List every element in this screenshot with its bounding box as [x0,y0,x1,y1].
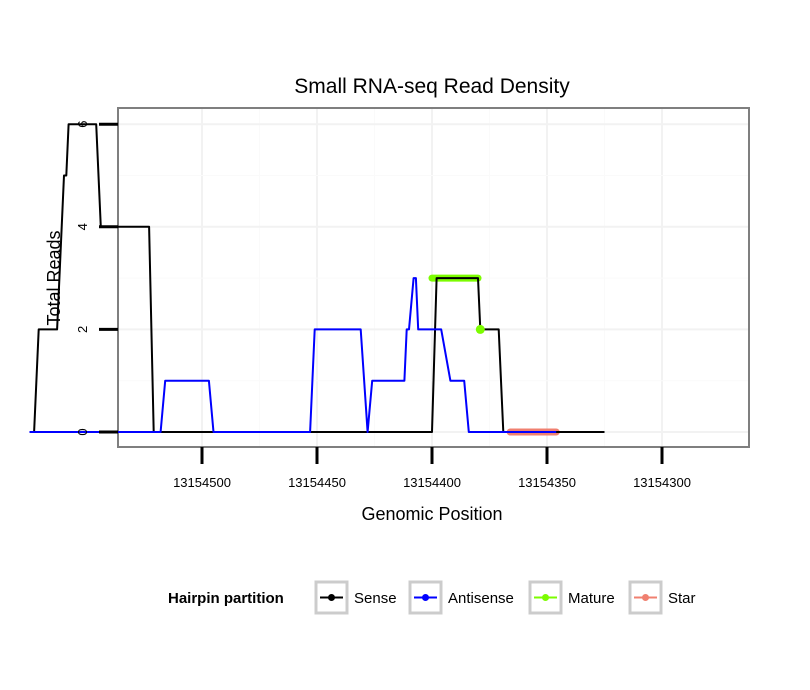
legend-key-point-antisense [422,594,429,601]
x-tick-label-4: 13154300 [633,475,691,490]
point-mature-0 [475,324,485,334]
x-tick-label-1: 13154450 [288,475,346,490]
y-tick-label-1: 2 [75,326,90,333]
series [29,123,605,433]
x-tick-label-3: 13154350 [518,475,576,490]
legend: Hairpin partition Sense Antisense Mature St… [168,580,696,615]
legend-label-antisense: Antisense [448,590,514,607]
legend-label-star: Star [668,590,696,607]
legend-label-mature: Mature [568,590,615,607]
legend-entry-sense: Sense [314,580,397,615]
points [475,324,485,334]
y-tick-label-0: 0 [75,428,90,435]
legend-label-sense: Sense [354,590,397,607]
legend-entry-antisense: Antisense [408,580,514,615]
y-axis: 0 2 4 6 [75,121,118,436]
legend-entry-mature: Mature [528,580,615,615]
legend-key-point-mature [542,594,549,601]
chart-title: Small RNA-seq Read Density [294,75,570,98]
legend-key-point-star [642,594,649,601]
x-axis-title: Genomic Position [361,504,502,524]
x-axis: 13154500 13154450 13154400 13154350 13154300 [173,447,691,490]
y-tick-label-2: 4 [75,223,90,230]
series-line-sense [29,123,605,433]
x-tick-label-2: 13154400 [403,475,461,490]
legend-key-point-sense [328,594,335,601]
x-tick-label-0: 13154500 [173,475,231,490]
legend-entry-star: Star [628,580,696,615]
legend-title: Hairpin partition [168,590,284,607]
y-tick-label-3: 6 [75,121,90,128]
series-line-antisense [29,277,557,433]
y-axis-title: Total Reads [44,230,64,325]
